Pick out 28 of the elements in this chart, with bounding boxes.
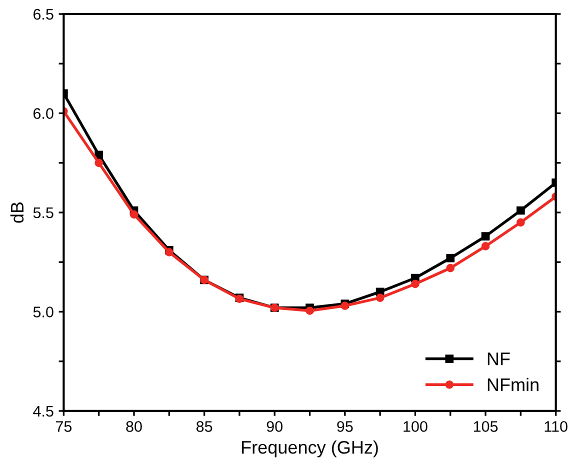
y-tick-label: 4.5 (33, 406, 54, 417)
point (306, 306, 314, 315)
point (446, 264, 455, 272)
point (94, 158, 104, 168)
point (516, 218, 525, 227)
y-axis-title: dB (10, 202, 24, 223)
x-tick-label: 85 (196, 421, 212, 432)
legend-label: NF (488, 352, 510, 366)
y-tick-label: 5.5 (33, 208, 54, 218)
legend-label: NFmin (488, 378, 538, 391)
y-tick-label: 6.0 (34, 108, 54, 119)
point (411, 280, 420, 288)
x-tick-label: 100 (404, 421, 428, 432)
y-tick-label: 6.5 (34, 8, 54, 20)
point (376, 294, 384, 302)
point (130, 210, 138, 219)
x-tick-label: 110 (544, 421, 568, 432)
point (516, 206, 525, 215)
x-axis-title: Frequency (GHz) (242, 440, 378, 458)
point (481, 242, 490, 250)
x-tick-label: 80 (126, 421, 142, 432)
point (446, 254, 455, 262)
x-tick-label: 95 (337, 421, 353, 432)
x-tick-label: 105 (474, 421, 498, 432)
point (481, 232, 490, 240)
y-tick-label: 5.0 (33, 306, 54, 318)
x-tick-label: 90 (266, 421, 283, 432)
x-tick-label: 75 (56, 421, 72, 432)
